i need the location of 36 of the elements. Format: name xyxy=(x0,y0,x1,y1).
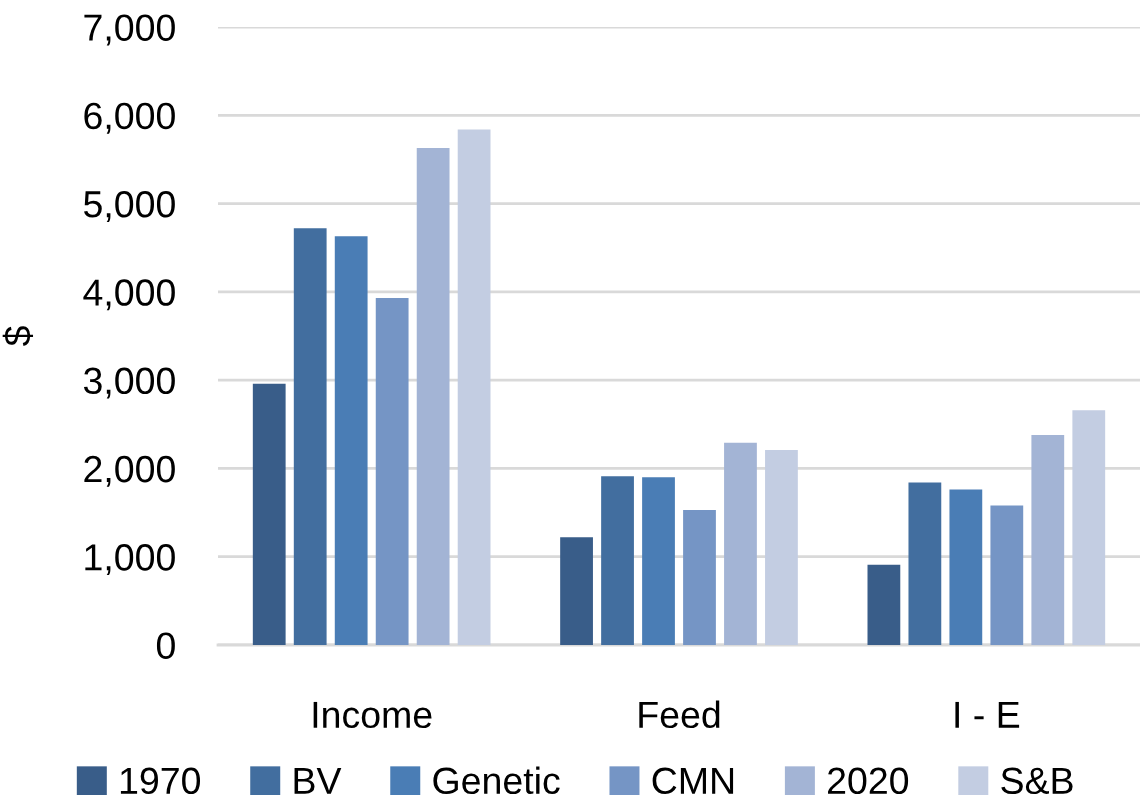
x-tick-label: I - E xyxy=(955,701,1020,728)
y-tick-label: 6,000 xyxy=(84,102,175,134)
bar xyxy=(1031,434,1065,645)
bar xyxy=(375,298,409,645)
bar xyxy=(867,564,901,645)
bar xyxy=(990,505,1024,645)
y-tick-label: 5,000 xyxy=(84,190,175,222)
bar xyxy=(683,509,716,645)
bar xyxy=(1072,410,1106,645)
legend-label: BV xyxy=(294,767,342,794)
bar xyxy=(293,228,327,645)
bar xyxy=(908,482,942,645)
y-tick-label: 7,000 xyxy=(84,14,175,46)
bar xyxy=(334,236,368,645)
bar xyxy=(457,129,491,645)
y-axis-title: $ xyxy=(2,326,34,347)
legend-label: S&B xyxy=(1001,767,1073,795)
legend-label: 2020 xyxy=(828,767,909,795)
bar xyxy=(765,449,798,645)
bar xyxy=(642,477,675,645)
x-tick-label: Income xyxy=(313,701,432,729)
y-tick-label: 1,000 xyxy=(85,544,175,576)
legend-label: 1970 xyxy=(120,767,201,795)
bar xyxy=(724,442,757,645)
x-tick-label: Feed xyxy=(639,700,720,729)
y-tick-label: 2,000 xyxy=(84,455,175,487)
y-tick-label: 4,000 xyxy=(83,279,175,311)
legend-label: Genetic xyxy=(433,766,560,795)
bar xyxy=(252,383,286,645)
y-tick-label: 3,000 xyxy=(83,367,175,399)
legend-label: CMN xyxy=(652,767,734,795)
y-tick-label: 0 xyxy=(156,632,175,659)
bar xyxy=(949,489,983,645)
bar xyxy=(560,537,593,645)
bar xyxy=(601,476,634,645)
bar xyxy=(416,147,450,645)
